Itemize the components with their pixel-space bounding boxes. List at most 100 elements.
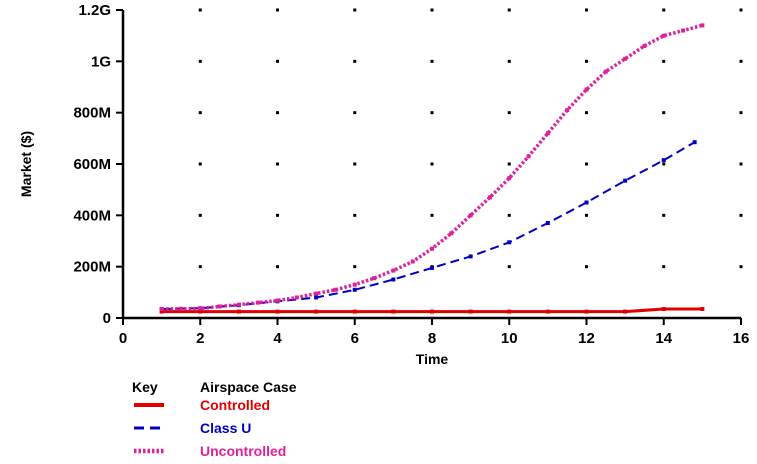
data-point-uncontrolled <box>449 231 454 236</box>
legend-label-controlled: Controlled <box>200 397 270 413</box>
grid-dot <box>585 213 588 217</box>
data-point-uncontrolled <box>178 306 183 311</box>
x-tick-label: 6 <box>351 330 359 347</box>
grid-dot <box>739 59 743 63</box>
series-line-class-u <box>161 141 696 310</box>
grid-dot <box>276 265 279 269</box>
data-point-class-u <box>507 240 512 245</box>
grid-dot <box>585 8 588 12</box>
data-point-uncontrolled <box>487 195 492 200</box>
legend-key-header: Key <box>132 379 158 395</box>
data-point-controlled <box>391 309 396 314</box>
y-axis-label: Market ($) <box>18 131 34 197</box>
x-tick-label: 16 <box>733 330 750 347</box>
data-point-uncontrolled <box>236 302 241 307</box>
data-point-uncontrolled <box>372 276 377 281</box>
grid-dot <box>353 111 357 115</box>
legend: Key Airspace Case Controlled Class U Uncon… <box>132 379 297 459</box>
data-point-controlled <box>700 307 705 312</box>
data-point-uncontrolled <box>623 56 628 61</box>
x-tick-label: 2 <box>196 330 204 347</box>
grid-dot <box>276 213 279 217</box>
grid-dot <box>507 265 511 269</box>
grid-dot <box>585 111 588 115</box>
x-tick-label: 0 <box>119 330 127 347</box>
data-point-class-u <box>391 277 396 282</box>
data-point-controlled <box>545 309 550 314</box>
grid-dot <box>662 162 666 166</box>
data-point-uncontrolled <box>700 23 705 28</box>
grid-dot <box>662 213 666 217</box>
data-point-controlled <box>159 309 164 314</box>
data-point-uncontrolled <box>507 176 512 181</box>
data-point-controlled <box>584 309 589 314</box>
data-point-uncontrolled <box>275 298 280 303</box>
grid-dot <box>353 8 357 12</box>
data-point-uncontrolled <box>159 307 164 312</box>
axes: 0 200M 400M 600M 800M 1G 1.2G 0 2 4 6 8 10 12 14 16 <box>73 2 749 347</box>
grid-dot <box>662 265 666 269</box>
data-point-class-u <box>661 158 666 163</box>
data-point-uncontrolled <box>526 154 531 159</box>
data-point-class-u <box>430 265 434 270</box>
data-point-uncontrolled <box>333 287 338 292</box>
grid-dot <box>430 8 434 12</box>
data-point-uncontrolled <box>352 282 357 287</box>
data-point-controlled <box>661 307 666 312</box>
y-tick-label: 800M <box>73 105 111 122</box>
grid-dot <box>276 111 279 115</box>
grid-dot <box>198 111 202 115</box>
grid-dot <box>585 162 588 166</box>
data-point-controlled <box>623 309 628 314</box>
data-point-controlled <box>507 309 512 314</box>
x-tick-label: 10 <box>501 330 518 347</box>
data-point-class-u <box>352 287 357 292</box>
data-point-controlled <box>236 309 241 314</box>
data-point-controlled <box>198 309 203 314</box>
grid-dot <box>507 111 511 115</box>
grid-dot <box>430 213 434 217</box>
grid-dot <box>739 265 743 269</box>
grid-dot <box>507 8 511 12</box>
data-point-uncontrolled <box>217 304 222 309</box>
data-point-uncontrolled <box>430 246 434 251</box>
data-point-uncontrolled <box>681 28 686 33</box>
data-point-class-u <box>545 221 550 226</box>
legend-label-uncontrolled: Uncontrolled <box>200 443 286 459</box>
x-tick-label: 14 <box>655 330 672 347</box>
x-axis-label: Time <box>416 351 449 367</box>
grid-dot <box>276 59 279 63</box>
data-point-uncontrolled <box>642 43 647 48</box>
data-point-controlled <box>468 309 473 314</box>
grid-dot <box>276 162 279 166</box>
grid-dot <box>662 8 666 12</box>
grid-dot <box>507 213 511 217</box>
data-point-uncontrolled <box>294 295 299 300</box>
data-point-class-u <box>623 178 628 183</box>
data-point-uncontrolled <box>603 69 608 74</box>
x-tick-label: 12 <box>578 330 595 347</box>
data-point-uncontrolled <box>198 306 203 311</box>
data-point-controlled <box>314 309 319 314</box>
grid-dot <box>739 8 743 12</box>
grid-dot <box>276 8 279 12</box>
data-point-class-u <box>692 140 697 145</box>
legend-label-class-u: Class U <box>200 420 251 436</box>
x-tick-label: 8 <box>428 330 436 347</box>
data-point-uncontrolled <box>661 33 666 38</box>
series-lines <box>159 23 705 314</box>
grid-dot <box>198 162 202 166</box>
grid-dot <box>430 162 434 166</box>
y-tick-label: 200M <box>73 259 111 276</box>
grid-dot <box>198 265 202 269</box>
grid-dot <box>198 213 202 217</box>
grid-dot <box>662 59 666 63</box>
grid-dot <box>739 162 743 166</box>
grid-dot <box>585 265 588 269</box>
data-point-uncontrolled <box>565 108 570 113</box>
grid-dot <box>662 111 666 115</box>
data-point-uncontrolled <box>410 259 415 264</box>
grid-dot <box>430 111 434 115</box>
y-tick-label: 1G <box>91 53 111 70</box>
